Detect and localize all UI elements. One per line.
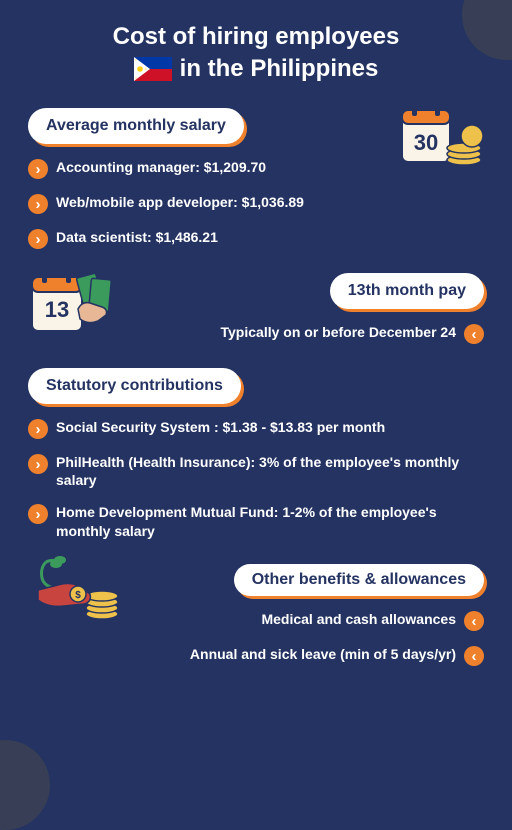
section-other: $ Other benefits & allowances Medical an… [28, 564, 484, 666]
list-item: Accounting manager: $1,209.70 [28, 158, 368, 179]
svg-text:13: 13 [45, 297, 69, 322]
calendar-money-icon: 13 [28, 265, 120, 339]
bullet-icon [464, 646, 484, 666]
page-title: Cost of hiring employees in the Philippi… [28, 22, 484, 84]
list-item: PhilHealth (Health Insurance): 3% of the… [28, 453, 468, 489]
section-heading-salary: Average monthly salary [28, 108, 244, 144]
list-item: Social Security System : $1.38 - $13.83 … [28, 418, 468, 439]
decorative-circle-bl [0, 740, 50, 830]
bullet-icon [28, 419, 48, 439]
list-item: Annual and sick leave (min of 5 days/yr) [28, 645, 484, 666]
item-text: PhilHealth (Health Insurance): 3% of the… [56, 453, 468, 489]
bullet-icon [464, 611, 484, 631]
list-item: Home Development Mutual Fund: 1-2% of th… [28, 503, 468, 539]
pill-wrap: Statutory contributions [28, 368, 484, 404]
title-line-2: in the Philippines [180, 54, 379, 84]
salary-items: Accounting manager: $1,209.70 Web/mobile… [28, 158, 368, 249]
section-thirteenth: 13 13th month pay Typically on or before… [28, 273, 484, 344]
svg-text:30: 30 [414, 130, 438, 155]
list-item: Web/mobile app developer: $1,036.89 [28, 193, 368, 214]
item-text: Data scientist: $1,486.21 [56, 228, 218, 246]
philippines-flag-icon [134, 57, 172, 81]
item-text: Medical and cash allowances [261, 610, 456, 628]
statutory-items: Social Security System : $1.38 - $13.83 … [28, 418, 468, 540]
item-text: Social Security System : $1.38 - $13.83 … [56, 418, 385, 436]
infographic-container: Cost of hiring employees in the Philippi… [0, 0, 512, 688]
section-heading-statutory: Statutory contributions [28, 368, 241, 404]
hand-coins-icon: $ [34, 554, 134, 628]
item-text: Accounting manager: $1,209.70 [56, 158, 266, 176]
bullet-icon [28, 159, 48, 179]
bullet-icon [28, 229, 48, 249]
svg-text:$: $ [75, 590, 81, 601]
title-line-1: Cost of hiring employees [28, 22, 484, 52]
bullet-icon [28, 504, 48, 524]
item-text: Home Development Mutual Fund: 1-2% of th… [56, 503, 468, 539]
title-line-2-wrap: in the Philippines [28, 54, 484, 84]
calendar-coins-icon: 30 [400, 102, 484, 174]
section-statutory: Statutory contributions Social Security … [28, 368, 484, 540]
bullet-icon [464, 324, 484, 344]
item-text: Typically on or before December 24 [221, 323, 457, 341]
section-heading-thirteenth: 13th month pay [330, 273, 484, 309]
section-salary: Average monthly salary 30 Accounting man… [28, 108, 484, 249]
list-item: Data scientist: $1,486.21 [28, 228, 368, 249]
item-text: Annual and sick leave (min of 5 days/yr) [190, 645, 456, 663]
section-heading-other: Other benefits & allowances [234, 564, 484, 596]
item-text: Web/mobile app developer: $1,036.89 [56, 193, 304, 211]
bullet-icon [28, 194, 48, 214]
bullet-icon [28, 454, 48, 474]
